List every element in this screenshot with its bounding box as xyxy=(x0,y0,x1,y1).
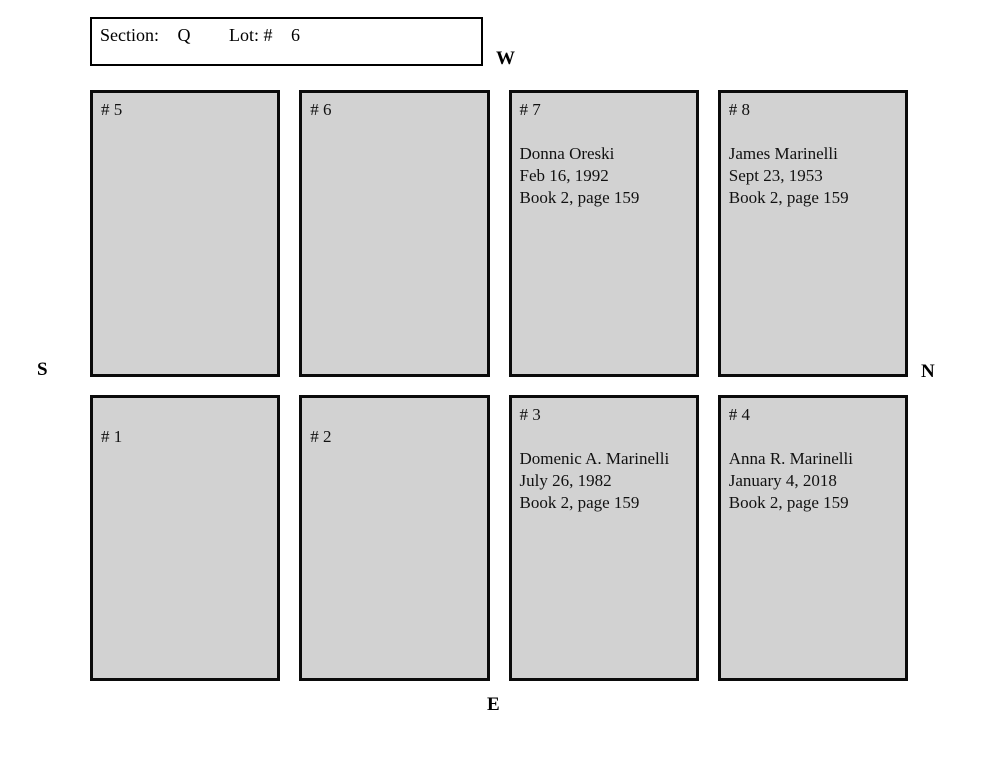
plot-info: Anna R. Marinelli January 4, 2018 Book 2… xyxy=(729,448,897,514)
plot-occupant-name: Anna R. Marinelli xyxy=(728,448,853,468)
plot-number: # 1 xyxy=(101,426,123,446)
plot-7: # 7 Donna Oreski Feb 16, 1992 Book 2, pa… xyxy=(508,90,699,377)
compass-north-label: N xyxy=(921,361,935,382)
plot-book-reference: Book 2, page 159 xyxy=(519,188,640,207)
plot-number: # 6 xyxy=(310,100,332,119)
plot-info xyxy=(101,143,269,209)
plot-book-reference xyxy=(101,514,269,536)
plot-book-reference: Book 2, page 159 xyxy=(728,188,849,207)
plot-burial-date xyxy=(310,165,478,187)
plot-number: # 2 xyxy=(310,426,332,446)
plot-5: # 5 xyxy=(90,90,281,377)
compass-west-label: W xyxy=(496,48,515,69)
section-lot-text: Section: Q Lot: # 6 xyxy=(92,19,481,48)
plot-info: James Marinelli Sept 23, 1953 Book 2, pa… xyxy=(729,143,897,209)
compass-east-label: E xyxy=(487,694,500,715)
plot-book-reference xyxy=(101,187,269,209)
plot-occupant-name xyxy=(310,470,478,492)
plot-burial-date xyxy=(310,492,478,514)
plot-number: # 8 xyxy=(728,100,750,119)
plot-info: Donna Oreski Feb 16, 1992 Book 2, page 1… xyxy=(520,143,688,209)
plot-number: # 3 xyxy=(519,404,541,424)
plot-info: Domenic A. Marinelli July 26, 1982 Book … xyxy=(520,448,688,514)
plot-6: # 6 xyxy=(299,90,490,377)
plot-book-reference: Book 2, page 159 xyxy=(519,492,640,512)
plot-burial-date: January 4, 2018 xyxy=(728,470,837,490)
plot-occupant-name: Domenic A. Marinelli xyxy=(519,448,670,468)
plot-2: # 2 xyxy=(299,394,490,681)
plot-occupant-name: Donna Oreski xyxy=(519,144,615,163)
plot-occupant-name xyxy=(101,470,269,492)
plot-book-reference xyxy=(310,514,478,536)
plot-info xyxy=(101,470,269,536)
lot-value: 6 xyxy=(291,25,300,45)
plot-book-reference: Book 2, page 159 xyxy=(728,492,849,512)
lot-label: Lot: # xyxy=(229,25,273,45)
plot-burial-date xyxy=(101,492,269,514)
plot-burial-date: Feb 16, 1992 xyxy=(519,166,609,185)
plot-occupant-name xyxy=(310,143,478,165)
plot-occupant-name: James Marinelli xyxy=(728,144,838,163)
compass-south-label: S xyxy=(37,359,48,380)
plot-book-reference xyxy=(310,187,478,209)
plot-burial-date: Sept 23, 1953 xyxy=(728,166,823,185)
plot-number: # 5 xyxy=(101,100,123,119)
plot-burial-date: July 26, 1982 xyxy=(519,470,612,490)
plot-number: # 7 xyxy=(519,100,541,119)
section-label: Section: xyxy=(100,25,159,45)
section-value: Q xyxy=(177,25,191,45)
plot-3: # 3 Domenic A. Marinelli July 26, 1982 B… xyxy=(508,394,699,681)
plot-info xyxy=(310,143,478,209)
plot-1: # 1 xyxy=(90,394,281,681)
section-lot-header: Section: Q Lot: # 6 xyxy=(90,17,483,66)
plot-occupant-name xyxy=(101,143,269,165)
plot-info xyxy=(310,470,478,536)
plot-grid: # 5 # 6 # 7 Donna Oreski Feb 16, 1992 Bo… xyxy=(90,90,908,681)
plot-8: # 8 James Marinelli Sept 23, 1953 Book 2… xyxy=(717,90,908,377)
plot-burial-date xyxy=(101,165,269,187)
plot-number: # 4 xyxy=(728,404,750,424)
plot-4: # 4 Anna R. Marinelli January 4, 2018 Bo… xyxy=(717,394,908,681)
